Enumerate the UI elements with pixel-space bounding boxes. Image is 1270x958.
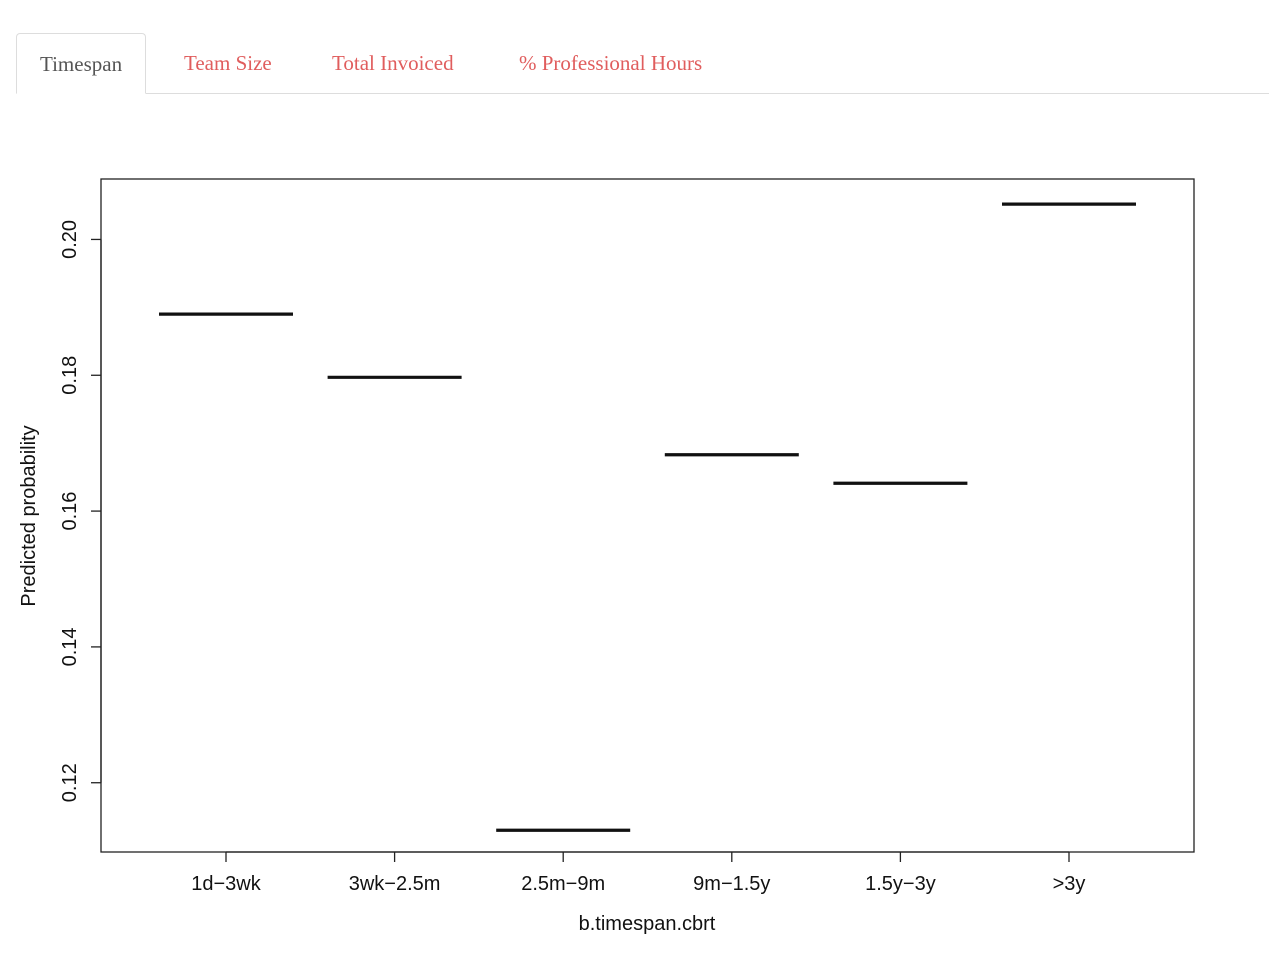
x-tick-label-3: 9m−1.5y (693, 873, 770, 895)
x-tick-label-1: 3wk−2.5m (349, 873, 441, 895)
x-tick-label-5: >3y (1053, 873, 1086, 895)
y-tick-label-2: 0.16 (59, 492, 81, 531)
x-tick-label-0: 1d−3wk (191, 873, 261, 895)
y-tick-label-3: 0.18 (59, 356, 81, 395)
y-tick-label-0: 0.12 (59, 763, 81, 802)
y-tick-label-1: 0.14 (59, 627, 81, 666)
tab-timespan[interactable]: Timespan (16, 33, 147, 94)
tab-professional-hours[interactable]: % Professional Hours (519, 51, 703, 75)
tab-team-size[interactable]: Team Size (184, 51, 272, 75)
plot-frame (100, 178, 1195, 853)
y-tick-label-4: 0.20 (59, 220, 81, 259)
y-axis-label: Predicted probability (18, 425, 40, 606)
tab-bar: Timespan Team Size Total Invoiced % Prof… (16, 33, 1269, 94)
x-axis-label: b.timespan.cbrt (579, 913, 716, 935)
x-tick-label-4: 1.5y−3y (865, 873, 936, 895)
x-tick-label-2: 2.5m−9m (521, 873, 605, 895)
tab-total-invoiced[interactable]: Total Invoiced (332, 51, 454, 75)
series-layer (159, 202, 1136, 832)
axis-layer: 1d−3wk 3wk−2.5m 2.5m−9m 9m−1.5y 1.5y−3y >3y 0.… (59, 220, 1085, 895)
